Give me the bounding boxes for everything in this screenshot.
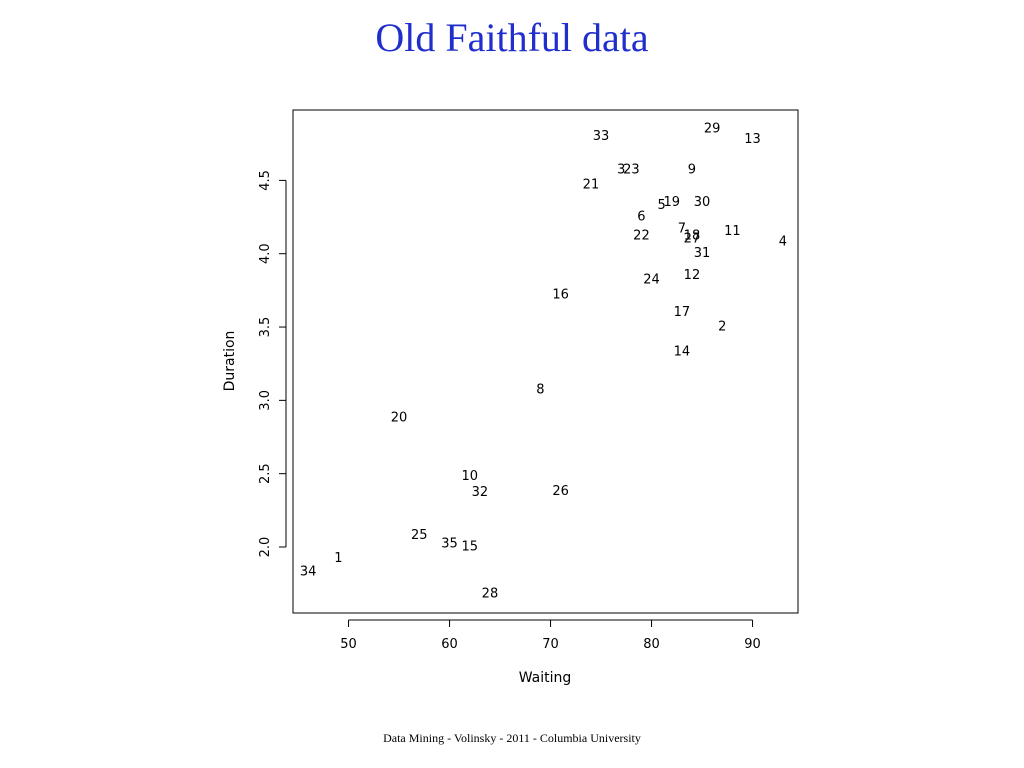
- data-point-label: 24: [643, 273, 660, 288]
- x-axis: 50 60 70 80 90: [340, 619, 761, 652]
- data-point-label: 17: [674, 305, 691, 320]
- data-point-label: 32: [472, 485, 489, 500]
- data-point-label: 14: [674, 344, 691, 359]
- x-tick-label: 50: [340, 637, 357, 652]
- y-tick-label: 2.5: [258, 463, 273, 484]
- data-point-label: 21: [583, 177, 600, 192]
- x-tick-label: 90: [744, 637, 761, 652]
- data-point-label: 3: [617, 163, 625, 178]
- data-point-label: 5: [658, 198, 666, 213]
- data-point-label: 20: [391, 410, 408, 425]
- data-points: 1234567891011121314151617181920212223242…: [300, 122, 787, 602]
- data-point-label: 30: [694, 195, 711, 210]
- y-tick-label: 3.5: [258, 317, 273, 338]
- x-tick-label: 70: [542, 637, 559, 652]
- y-tick-label: 4.0: [258, 243, 273, 264]
- data-point-label: 26: [552, 484, 569, 499]
- y-tick-label: 2.0: [258, 537, 273, 558]
- data-point-label: 15: [461, 540, 478, 555]
- data-point-label: 11: [724, 224, 741, 239]
- slide-footer: Data Mining - Volinsky - 2011 - Columbia…: [383, 731, 641, 745]
- data-point-label: 35: [441, 537, 458, 552]
- y-tick-label: 3.0: [258, 390, 273, 411]
- data-point-label: 27: [684, 232, 701, 247]
- data-point-label: 8: [536, 383, 544, 398]
- y-tick-label: 4.5: [258, 170, 273, 191]
- data-point-label: 4: [779, 234, 787, 249]
- plot-frame: [292, 109, 799, 614]
- x-tick-label: 80: [643, 637, 660, 652]
- data-point-label: 31: [694, 246, 711, 261]
- data-point-label: 7: [678, 221, 686, 236]
- data-point-label: 19: [663, 195, 680, 210]
- data-point-label: 13: [744, 132, 761, 147]
- x-tick-label: 60: [441, 637, 458, 652]
- data-point-label: 9: [688, 163, 696, 178]
- data-point-label: 10: [461, 469, 478, 484]
- data-point-label: 25: [411, 528, 428, 543]
- data-point-label: 29: [704, 122, 721, 137]
- data-point-label: 34: [300, 564, 317, 579]
- data-point-label: 33: [593, 129, 610, 144]
- y-axis-label: Duration: [222, 331, 238, 392]
- slide-title: Old Faithful data: [375, 15, 649, 60]
- data-point-label: 1: [334, 551, 342, 566]
- data-point-label: 23: [623, 163, 640, 178]
- data-point-label: 22: [633, 229, 650, 244]
- data-point-label: 12: [684, 268, 701, 283]
- x-axis-label: Waiting: [519, 670, 572, 686]
- data-point-label: 2: [718, 320, 726, 335]
- data-point-label: 28: [482, 586, 499, 601]
- data-point-label: 18: [684, 229, 701, 244]
- y-axis: 2.0 2.5 3.0 3.5 4.0 4.5: [258, 170, 287, 558]
- data-point-label: 6: [637, 210, 645, 225]
- data-point-label: 16: [552, 287, 569, 302]
